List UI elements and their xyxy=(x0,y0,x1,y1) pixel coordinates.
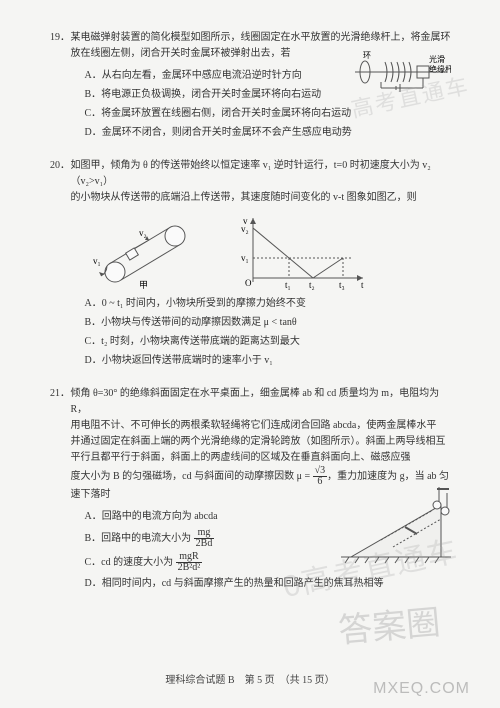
q19-optD: D．金属环不闭合，则闭合开关时金属环不会产生感应电动势 xyxy=(85,125,451,141)
q20-number: 20． xyxy=(50,158,68,174)
rod-label2: 绝缘杆 xyxy=(429,64,451,74)
q21-stem-line1: 倾角 θ=30° 的绝缘斜面固定在水平桌面上，细金属棒 ab 和 cd 质量均为… xyxy=(71,388,440,415)
q21-optB-pre: B．回路中的电流大小为 xyxy=(85,533,194,544)
t3-tick: t₃ xyxy=(339,280,345,290)
vt-graph: v t O v₂ v₁ t₁ t₂ t₃ 乙 xyxy=(233,212,373,290)
q19-figure: 环 光滑 绝缘杆 xyxy=(351,48,451,94)
watermark-answer: 答案圈 xyxy=(336,595,442,653)
q20-body: 如图甲，倾角为 θ 的传送带始终以恒定速率 v₁ 逆时针运行，t=0 时初速度大… xyxy=(71,158,451,372)
q21-optD: D．相同时间内，cd 与斜面摩擦产生的热量和回路产生的焦耳热相等 xyxy=(85,576,451,592)
question-21: 21． 倾角 θ=30° 的绝缘斜面固定在水平桌面上，细金属棒 ab 和 cd … xyxy=(50,386,460,595)
q20-stem-line1: 如图甲，倾角为 θ 的传送带始终以恒定速率 v₁ 逆时针运行，t=0 时初速度大… xyxy=(71,160,431,187)
incline-diagram xyxy=(341,477,451,567)
q21-body: 倾角 θ=30° 的绝缘斜面固定在水平桌面上，细金属棒 ab 和 cd 质量均为… xyxy=(71,386,451,595)
v1-axis: v₁ xyxy=(241,253,249,263)
q20-options: A．0 ~ t₁ 时间内，小物块所受到的摩擦力始终不变 B．小物块与传送带间的动… xyxy=(71,296,451,369)
t1-tick: t₁ xyxy=(285,280,291,290)
q21-stem5-pre: 度大小为 B 的匀强磁场，cd 与斜面间的动摩擦因数 μ = xyxy=(71,471,313,482)
q21-stem-line6: 速下落时 xyxy=(71,489,111,500)
q20-optD: D．小物块返回传送带底端时的速率小于 v₁ xyxy=(85,353,451,369)
q20-figures: v₂ v₁ 甲 v t O xyxy=(71,212,451,290)
q19-optC: C．将金属环放置在线圈右侧，闭合开关时金属环将向右运动 xyxy=(85,106,451,122)
exam-page: 19． 某电磁弹射装置的简化模型如图所示，线圈固定在水平放置的光滑绝缘杆上，将金… xyxy=(0,0,500,629)
q21-stem-line5: 度大小为 B 的匀强磁场，cd 与斜面间的动摩擦因数 μ = √3 6 ，重力加… xyxy=(71,471,450,482)
q21-figure xyxy=(341,477,451,567)
q19-number: 19． xyxy=(50,30,68,46)
v2-axis: v₂ xyxy=(241,224,249,234)
axis-O: O xyxy=(245,278,252,288)
question-19: 19． 某电磁弹射装置的简化模型如图所示，线圈固定在水平放置的光滑绝缘杆上，将金… xyxy=(50,30,460,144)
q20-stem-line2: 的小物块从传送带的底端沿上传送带，其速度随时间变化的 v-t 图象如图乙，则 xyxy=(71,192,417,203)
q21-optC-pre: C．cd 的速度大小为 xyxy=(85,557,176,568)
watermark-mxe: MXEQ.COM xyxy=(373,680,470,698)
q19-body: 某电磁弹射装置的简化模型如图所示，线圈固定在水平放置的光滑绝缘杆上，将金属环 放… xyxy=(71,30,451,144)
q21-stem-line4: 平行且都平行于斜面，斜面上的两虚线间的区域及在垂直斜面向上、磁感应强 xyxy=(71,452,411,463)
belt-diagram: v₂ v₁ 甲 xyxy=(91,212,201,290)
fig-jia-label: 甲 xyxy=(139,280,148,290)
q19-stem-line2: 放在线圈左侧，闭合开关时金属环被弹射出去，若 xyxy=(71,48,291,59)
mu-den: 6 xyxy=(313,477,328,487)
q20-optC: C．t₂ 时刻，小物块离传送带底端的距离达到最大 xyxy=(85,334,451,350)
v1-label: v₁ xyxy=(93,256,101,266)
q21-number: 21． xyxy=(50,386,68,402)
q20-optB: B．小物块与传送带间的动摩擦因数满足 μ < tanθ xyxy=(85,315,451,331)
question-20: 20． 如图甲，倾角为 θ 的传送带始终以恒定速率 v₁ 逆时针运行，t=0 时… xyxy=(50,158,460,372)
fracC-den: 2B²d² xyxy=(176,563,203,573)
q21-stem-line2: 用电阻不计、不可伸长的两根柔软轻绳将它们连成闭合回路 abcda，使两金属棒水平 xyxy=(71,420,437,431)
rod-label1: 光滑 xyxy=(429,54,445,64)
q20-optA: A．0 ~ t₁ 时间内，小物块所受到的摩擦力始终不变 xyxy=(85,296,451,312)
t2-tick: t₂ xyxy=(309,280,315,290)
fracB-den: 2Bd xyxy=(194,539,215,549)
axis-t: t xyxy=(361,280,364,290)
coil-diagram: 环 光滑 绝缘杆 xyxy=(351,48,451,94)
q21-stem-line3: 并通过固定在斜面上端的两个光滑绝缘的定滑轮跨放（如图所示）。斜面上两导线相互 xyxy=(71,436,446,447)
ring-label: 环 xyxy=(363,51,371,60)
v2-label: v₂ xyxy=(139,228,147,238)
q19-stem-line1: 某电磁弹射装置的简化模型如图所示，线圈固定在水平放置的光滑绝缘杆上，将金属环 xyxy=(71,32,451,43)
q21-stem5-mid: ，重力加速度为 g，当 ab 匀 xyxy=(327,471,449,482)
